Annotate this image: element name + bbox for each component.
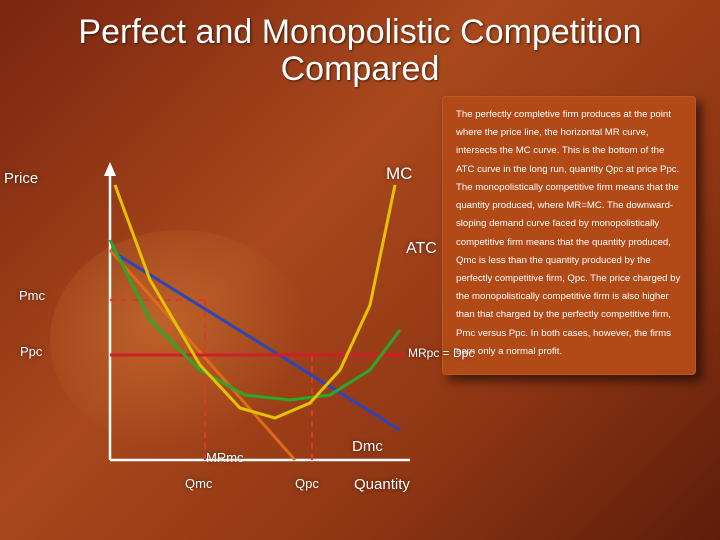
- curve-label-atc: ATC: [406, 240, 437, 258]
- axis-tick-qpc: Qpc: [295, 476, 319, 491]
- slide-title: Perfect and Monopolistic Competition Com…: [0, 14, 720, 87]
- curve-label-mc: MC: [386, 164, 412, 184]
- axis-label-price: Price: [4, 170, 38, 187]
- axis-label-quantity: Quantity: [354, 476, 410, 493]
- axis-tick-pmc: Pmc: [19, 288, 45, 303]
- axis-tick-qmc: Qmc: [185, 476, 212, 491]
- curve-label-mrpc: MRpc = Dpc: [408, 346, 474, 360]
- curve-label-dmc: Dmc: [352, 438, 383, 455]
- y-axis-arrow: [104, 162, 116, 176]
- explanation-textbox: The perfectly completive firm produces a…: [442, 96, 696, 375]
- curve-atc: [110, 240, 400, 400]
- curve-label-mrmc: MRmc: [206, 450, 244, 465]
- chart-svg: [50, 150, 410, 480]
- axis-tick-ppc: Ppc: [20, 344, 42, 359]
- curve-d-mc: [110, 250, 400, 430]
- econ-chart: Price MC ATC MRpc = Dpc Dmc MRmc Quantit…: [50, 150, 410, 480]
